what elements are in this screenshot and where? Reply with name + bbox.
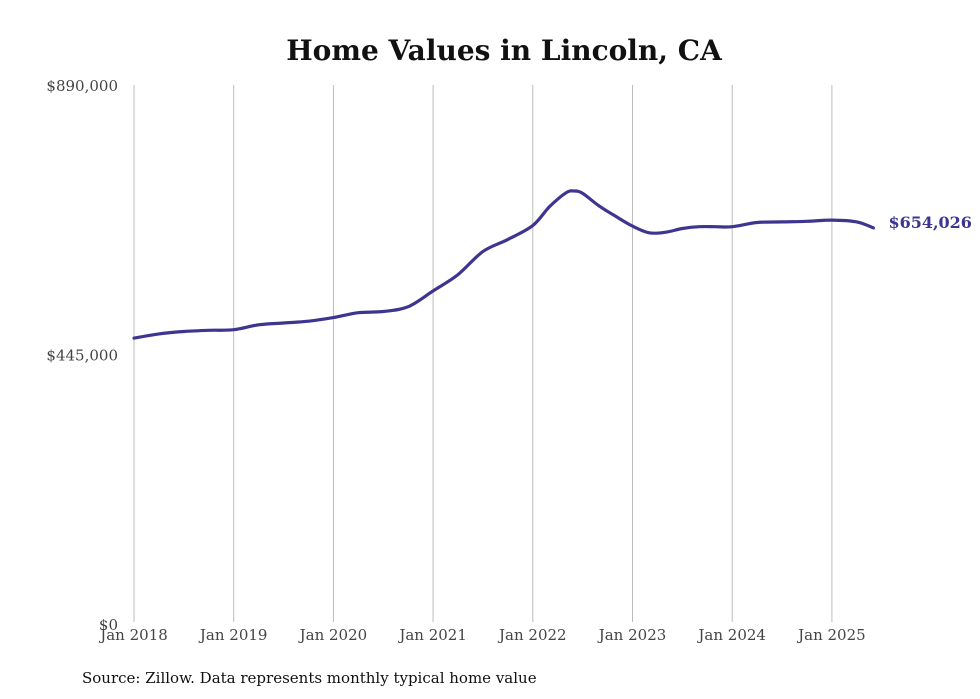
y-tick-label: $890,000 (46, 77, 118, 95)
y-tick-label: $445,000 (46, 347, 118, 365)
x-tick-label: Jan 2025 (796, 626, 866, 644)
x-tick-label: Jan 2024 (696, 626, 766, 644)
x-tick-label: Jan 2019 (198, 626, 268, 644)
source-note: Source: Zillow. Data represents monthly … (82, 669, 537, 687)
x-axis-ticks: Jan 2018 Jan 2019 Jan 2020 Jan 2021 Jan 2022… (98, 626, 865, 644)
gridlines (133, 85, 833, 622)
chart-title: Home Values in Lincoln, CA (286, 34, 723, 67)
x-tick-label: Jan 2018 (98, 626, 168, 644)
x-tick-label: Jan 2021 (397, 626, 467, 644)
x-tick-label: Jan 2023 (597, 626, 667, 644)
series-line (132, 189, 875, 340)
x-tick-label: Jan 2022 (497, 626, 567, 644)
y-axis-ticks: $0 $445,000 $890,000 (46, 77, 118, 634)
end-value-label: $654,026 (888, 213, 972, 232)
y-tick-label: $0 (99, 616, 118, 634)
x-tick-label: Jan 2020 (298, 626, 368, 644)
